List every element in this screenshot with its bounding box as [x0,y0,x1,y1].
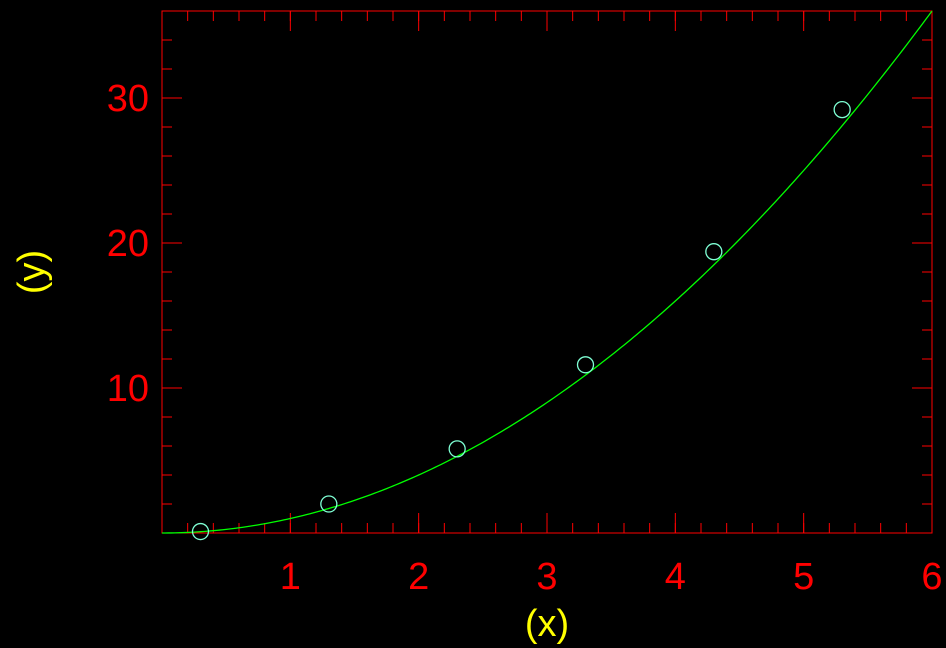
x-tick-label: 5 [793,556,814,598]
data-point [834,102,850,118]
x-tick-label: 3 [536,556,557,598]
data-point [321,496,337,512]
plot-frame [162,11,932,533]
y-tick-label: 10 [107,368,149,410]
data-point [449,441,465,457]
x-tick-label: 6 [921,556,942,598]
y-tick-label: 20 [107,223,149,265]
fit-curve [162,11,932,533]
y-tick-label: 30 [107,78,149,120]
minor-ticks [162,11,932,533]
x-tick-label: 1 [280,556,301,598]
data-points [193,102,851,540]
major-ticks [162,11,932,533]
y-tick-labels: 10 20 30 [107,78,149,410]
data-point [578,357,594,373]
x-tick-label: 4 [665,556,686,598]
data-point [706,244,722,260]
x-axis-label: (x) [525,603,569,645]
x-tick-labels: 1 2 3 4 5 6 [280,556,943,598]
x-tick-label: 2 [408,556,429,598]
y-axis-label: (y) [11,250,53,294]
